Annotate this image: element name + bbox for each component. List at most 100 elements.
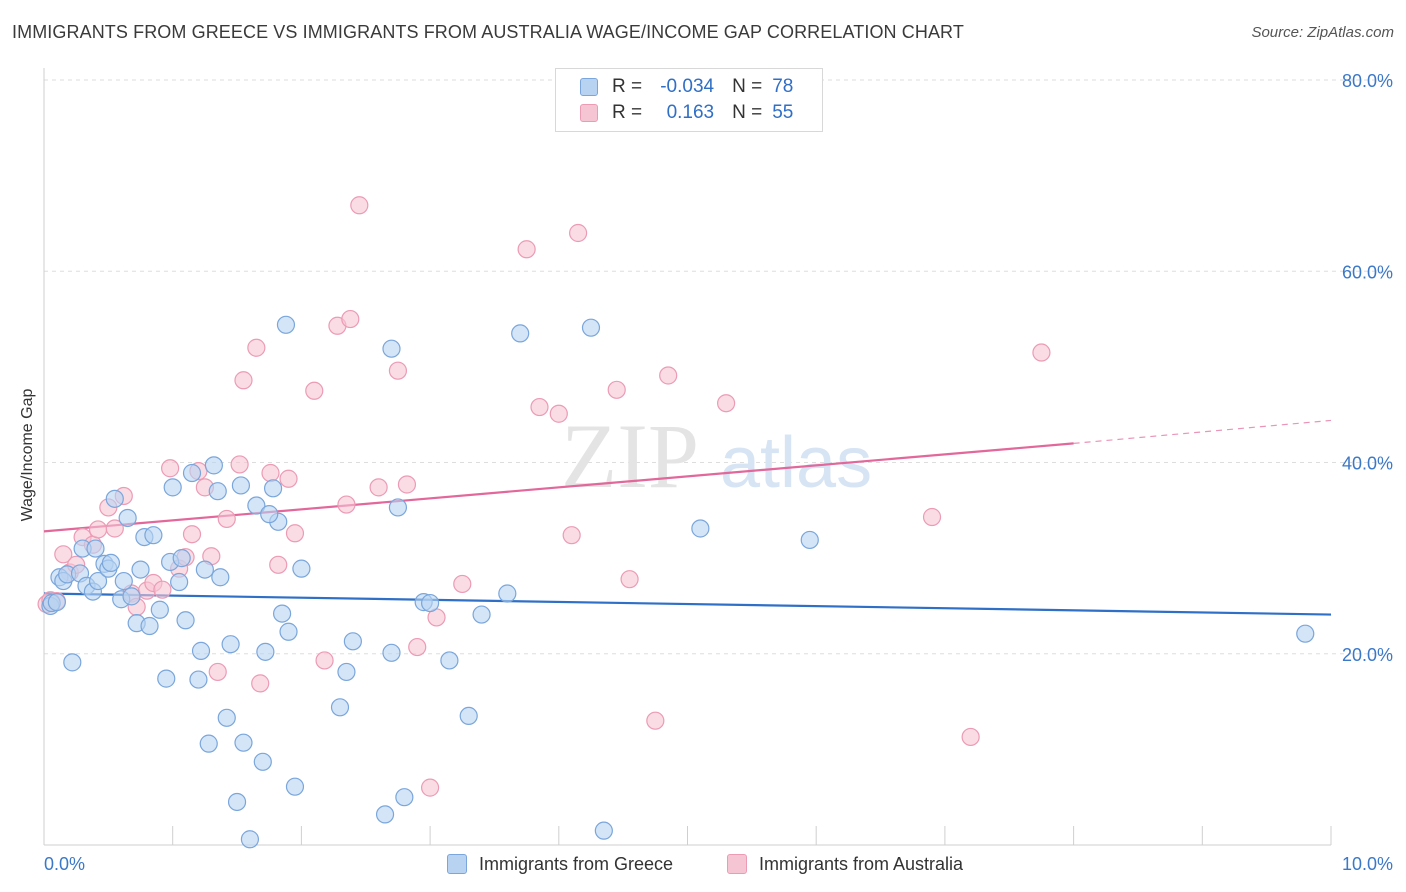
australia-point xyxy=(285,524,305,543)
greece-point xyxy=(211,568,230,587)
australia-point xyxy=(337,495,356,514)
australia-point xyxy=(182,525,202,544)
australia-point xyxy=(530,397,549,417)
australia-trend-extension xyxy=(1073,419,1332,444)
greece-point xyxy=(101,553,121,573)
greece-point xyxy=(114,571,133,591)
greece-point xyxy=(234,733,253,752)
watermark-zip: ZIP xyxy=(561,405,699,507)
source-label: Source: ZipAtlas.com xyxy=(1251,24,1394,41)
australia-point xyxy=(607,380,626,399)
greece-point xyxy=(231,476,251,495)
australia-point xyxy=(388,361,408,380)
australia-point xyxy=(54,545,73,564)
greece-point xyxy=(260,505,279,524)
australia-swatch xyxy=(580,104,598,122)
greece-point xyxy=(498,584,517,603)
correlation-legend: R = -0.034 N = 78 R = 0.163 N = 55 xyxy=(555,68,823,132)
greece-point xyxy=(150,600,169,619)
greece-point xyxy=(204,456,223,475)
australia-point xyxy=(341,309,360,329)
greece-point xyxy=(86,539,105,558)
greece-point xyxy=(594,821,613,840)
australia-point xyxy=(562,526,581,545)
australia-point xyxy=(217,509,236,529)
australia-point xyxy=(350,196,369,215)
australia-point xyxy=(247,338,266,357)
watermark: ZIP atlas xyxy=(561,405,872,507)
legend-row-greece: R = -0.034 N = 78 xyxy=(580,76,793,98)
australia-point xyxy=(315,651,334,670)
greece-n-label: N = xyxy=(732,76,763,97)
greece-point xyxy=(131,560,150,579)
greece-point xyxy=(163,478,182,497)
y-axis-label: Wage/Income Gap xyxy=(19,388,36,522)
greece-point xyxy=(382,339,401,358)
x-tick-label: 10.0% xyxy=(1342,854,1393,874)
australia-point xyxy=(269,555,288,574)
tick-labels: 20.0% 40.0% 60.0% 80.0% 0.0% 10.0% xyxy=(44,71,1393,874)
greece-point xyxy=(253,752,272,771)
australia-point xyxy=(208,662,227,682)
australia-point xyxy=(305,381,324,400)
australia-n-value: 55 xyxy=(772,102,794,123)
greece-r-value: -0.034 xyxy=(660,76,715,97)
greece-point xyxy=(263,479,283,498)
greece-point xyxy=(382,643,401,662)
australia-trend-line xyxy=(43,442,1074,533)
greece-point xyxy=(172,549,191,568)
greece-point xyxy=(691,519,710,538)
greece-point xyxy=(221,635,240,654)
greece-swatch xyxy=(580,78,598,96)
australia-points xyxy=(37,196,1051,797)
greece-point xyxy=(176,611,195,630)
greece-point xyxy=(440,651,459,670)
x-tick-label: 0.0% xyxy=(44,854,85,874)
greece-point xyxy=(191,641,211,660)
greece-point xyxy=(170,572,189,592)
greece-point xyxy=(1296,624,1315,643)
greece-point xyxy=(140,616,159,636)
australia-point xyxy=(234,371,253,390)
greece-point xyxy=(63,653,82,672)
bottom-australia-swatch xyxy=(727,854,747,874)
greece-point xyxy=(256,642,275,661)
chart-title: IMMIGRANTS FROM GREECE VS IMMIGRANTS FRO… xyxy=(12,22,964,42)
greece-point xyxy=(227,792,247,812)
greece-point xyxy=(217,708,236,727)
australia-point xyxy=(961,727,980,747)
legend-row-australia: R = 0.163 N = 55 xyxy=(580,102,793,124)
greece-points xyxy=(41,315,1315,849)
y-tick-label: 60.0% xyxy=(1342,262,1393,282)
greece-point xyxy=(122,587,141,606)
greece-point xyxy=(279,622,298,641)
australia-point xyxy=(421,778,440,797)
australia-point xyxy=(251,674,270,693)
gridlines xyxy=(44,79,1394,655)
australia-point xyxy=(230,455,249,474)
y-tick-label: 80.0% xyxy=(1342,71,1393,91)
axes xyxy=(43,68,1332,846)
greece-point xyxy=(581,318,601,337)
greece-trend-line xyxy=(43,592,1332,616)
australia-point xyxy=(453,574,472,594)
greece-point xyxy=(199,734,218,753)
australia-point xyxy=(105,519,124,538)
greece-point xyxy=(395,788,414,807)
australia-point xyxy=(922,507,942,527)
australia-n-label: N = xyxy=(732,102,763,123)
australia-point xyxy=(397,475,417,494)
australia-point xyxy=(153,580,172,599)
greece-point xyxy=(240,830,260,849)
greece-point xyxy=(47,593,66,612)
australia-point xyxy=(646,711,665,730)
australia-point xyxy=(620,570,639,589)
australia-point xyxy=(408,637,427,657)
greece-point xyxy=(105,489,124,508)
australia-r-value: 0.163 xyxy=(666,102,715,123)
greece-point xyxy=(375,805,395,824)
australia-point xyxy=(659,366,678,385)
greece-r-label: R = xyxy=(612,76,643,97)
greece-point xyxy=(292,559,311,578)
bottom-australia-label: Immigrants from Australia xyxy=(759,853,964,874)
